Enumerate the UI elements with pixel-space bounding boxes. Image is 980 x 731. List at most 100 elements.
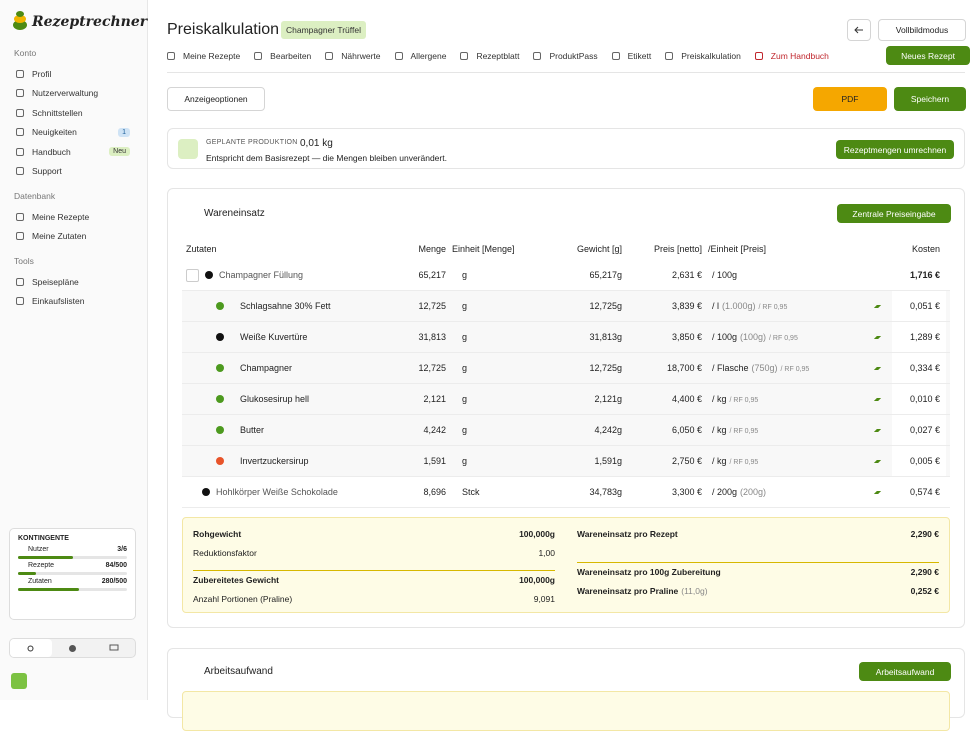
einheit: g — [462, 270, 468, 280]
scale-icon — [178, 139, 198, 159]
tab[interactable]: Meine Rezepte — [167, 51, 240, 61]
rf: / RF 0,95 — [769, 335, 798, 342]
preis: 3,850 € — [671, 332, 702, 342]
tab[interactable]: Zum Handbuch — [754, 51, 829, 61]
tab[interactable]: Allergene — [394, 51, 446, 61]
production-value: 0,01 kg — [300, 138, 333, 149]
unit-cell: / kg / RF 0,95 — [708, 456, 862, 466]
tab[interactable]: Etikett — [611, 51, 651, 61]
gewicht: 2,121g — [594, 394, 622, 404]
einheit: g — [462, 332, 468, 342]
edit-cell — [862, 366, 892, 370]
unit: / l — [712, 301, 720, 311]
nav-item[interactable]: Neuigkeiten 1 — [0, 123, 148, 143]
edit-button[interactable] — [872, 304, 882, 308]
unit-cell: / kg / RF 0,95 — [708, 425, 862, 435]
tab-icon — [611, 52, 620, 60]
summary-value: 100,000g — [519, 528, 555, 539]
tab-label: Nährwerte — [341, 51, 381, 61]
options-button[interactable]: Anzeigeoptionen — [167, 87, 265, 111]
production-note: Entspricht dem Basisrezept — die Mengen … — [206, 153, 447, 163]
summary-label-wrap: Wareneinsatz pro Praline (11,0g) — [577, 586, 708, 596]
nav-item[interactable]: Speisepläne — [0, 272, 148, 292]
price-input-button[interactable]: Zentrale Preiseingabe — [837, 204, 951, 223]
summary-label: Reduktionsfaktor — [193, 547, 257, 558]
pdf-label: PDF — [841, 94, 859, 104]
gewicht: 1,591g — [594, 456, 622, 466]
edit-button[interactable] — [872, 366, 882, 370]
nav-item[interactable]: Profil — [0, 64, 148, 84]
einheit: g — [462, 301, 468, 311]
quota-title: KONTINGENTE — [18, 535, 69, 542]
nav-label: Profil — [32, 68, 52, 79]
edit-button[interactable] — [872, 428, 882, 432]
new-recipe-button[interactable]: Neues Rezept — [886, 46, 970, 65]
tab[interactable]: Preiskalkulation — [665, 51, 741, 61]
tab[interactable]: Nährwerte — [325, 51, 381, 61]
summary-label-wrap: Wareneinsatz pro Rezept — [577, 529, 678, 539]
pdf-button[interactable]: PDF — [813, 87, 887, 111]
tab-label: Zum Handbuch — [770, 51, 829, 61]
recipe-tag: Champagner Trüffel — [281, 21, 366, 39]
edit-button[interactable] — [872, 335, 882, 339]
system[interactable] — [93, 639, 135, 657]
edit-button[interactable] — [872, 397, 882, 401]
tab[interactable]: Rezeptblatt — [460, 51, 519, 61]
collapse-toggle[interactable] — [186, 268, 199, 282]
cost: 0,005 € — [892, 446, 946, 476]
table-row: Champagner Füllung 65,217 g 65,217g 2,631 € /… — [182, 260, 950, 291]
ingredient-name: Butter — [240, 425, 265, 435]
summary-column: Wareneinsatz pro Rezept 2,290 € Wareneinsa… — [577, 524, 939, 606]
table-row: Glukosesirup hell 2,121 g 2,121g 4,400 € / kg… — [182, 384, 950, 415]
column-header: /Einheit [Preis] — [708, 244, 767, 254]
theme-switch[interactable] — [9, 638, 136, 658]
nav-item[interactable]: Schnittstellen — [0, 103, 148, 123]
convert-button[interactable]: Rezeptmengen umrechnen — [836, 140, 954, 159]
quota-card: KONTINGENTE Nutzer 3/6 Rezepte 84/500 Zutaten… — [9, 528, 136, 620]
unit: / kg — [712, 394, 727, 404]
preis: 2,750 € — [671, 456, 702, 466]
tab[interactable]: Bearbeiten — [254, 51, 311, 61]
nav-item[interactable]: Einkaufslisten — [0, 292, 148, 312]
table-row: Invertzuckersirup 1,591 g 1,591g 2,750 € / kg… — [182, 446, 950, 477]
gewicht: 4,242g — [594, 425, 622, 435]
avatar[interactable] — [11, 673, 27, 689]
logo-icon — [13, 11, 27, 30]
edit-button[interactable] — [872, 490, 882, 494]
light[interactable] — [10, 639, 52, 657]
nav-item[interactable]: Support — [0, 162, 148, 182]
status-dot — [216, 457, 224, 465]
summary-value: 9,091 — [533, 593, 555, 604]
edit-button[interactable] — [872, 459, 882, 463]
column-header: Kosten — [911, 244, 940, 254]
fullscreen-button[interactable]: Vollbildmodus — [878, 19, 966, 41]
tab[interactable]: ProduktPass — [533, 51, 598, 61]
nav-item[interactable]: Meine Zutaten — [0, 227, 148, 247]
status-dot — [216, 426, 224, 434]
nav-item[interactable]: Handbuch Neu — [0, 142, 148, 162]
summary-value: 2,290 € — [910, 528, 939, 539]
tab-label: Preiskalkulation — [681, 51, 741, 61]
menge: 65,217 — [418, 270, 446, 280]
nav-icon — [16, 232, 24, 241]
status-dot — [216, 333, 224, 341]
quota-track — [18, 572, 127, 575]
section-title: Tools — [14, 256, 34, 266]
table-row: Champagner 12,725 g 12,725g 18,700 € / Flasch… — [182, 353, 950, 384]
quota-label: Zutaten — [28, 578, 52, 585]
nav-item[interactable]: Nutzerverwaltung — [0, 84, 148, 104]
wareneinsatz-card: Wareneinsatz Zentrale Preiseingabe Rohge… — [167, 188, 965, 628]
nav-item[interactable]: Meine Rezepte — [0, 207, 148, 227]
tab-label: Rezeptblatt — [476, 51, 520, 61]
moon-icon — [69, 644, 76, 652]
column-header: Menge — [418, 244, 446, 254]
back-button[interactable] — [847, 19, 871, 41]
name-cell: Weiße Kuvertüre — [182, 332, 382, 342]
dark[interactable] — [52, 639, 94, 657]
name-cell: Champagner — [182, 363, 382, 373]
nav-label: Meine Rezepte — [32, 211, 90, 222]
save-button[interactable]: Speichern — [894, 87, 966, 111]
arbeitsaufwand-button[interactable]: Arbeitsaufwand — [859, 662, 951, 681]
tabs: Meine Rezepte Bearbeiten Nährwerte Allergen… — [167, 46, 843, 66]
menge: 4,242 — [423, 425, 446, 435]
